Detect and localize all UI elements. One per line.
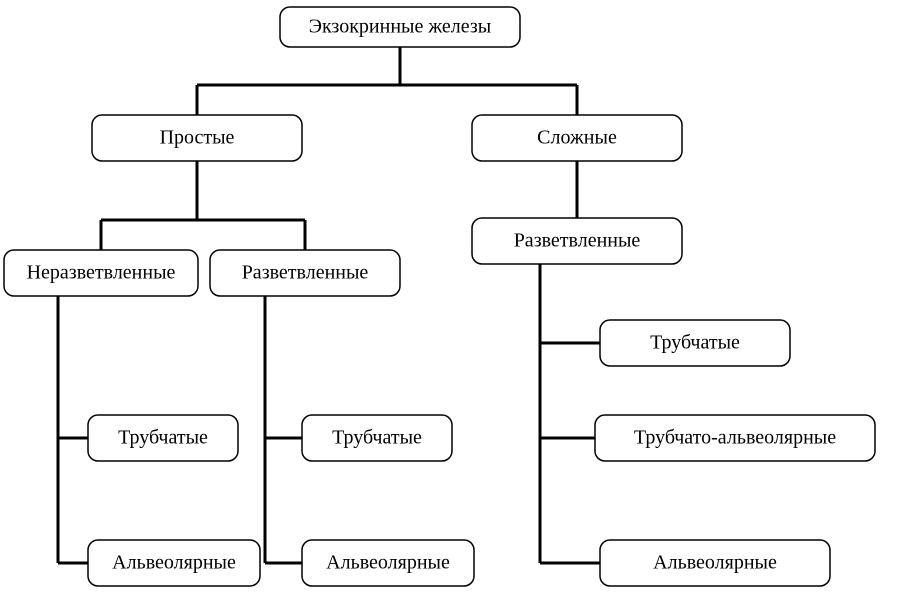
node-label: Разветвленные [242, 262, 369, 284]
node-c_br: Разветвленные [472, 218, 682, 264]
edge [265, 296, 302, 563]
node-c_ta: Трубчато-альвеолярные [595, 415, 875, 461]
edge [197, 47, 577, 115]
node-label: Неразветвленные [27, 262, 176, 284]
node-c_tub: Трубчатые [600, 320, 790, 366]
node-label: Альвеолярные [112, 552, 236, 574]
node-label: Трубчатые [650, 332, 740, 354]
node-label: Экзокринные железы [309, 16, 491, 38]
node-label: Трубчато-альвеолярные [634, 427, 836, 449]
edge [540, 264, 600, 563]
node-label: Сложные [537, 127, 617, 149]
node-s_br_tub: Трубчатые [302, 415, 452, 461]
node-simple: Простые [92, 115, 302, 161]
node-complex: Сложные [472, 115, 682, 161]
node-label: Трубчатые [332, 427, 422, 449]
edge [101, 161, 305, 250]
node-s_unbr_tub: Трубчатые [88, 415, 238, 461]
node-label: Простые [160, 127, 235, 149]
node-s_unbr: Неразветвленные [4, 250, 198, 296]
node-c_alv: Альвеолярные [600, 540, 830, 586]
node-label: Альвеолярные [326, 552, 450, 574]
node-label: Альвеолярные [653, 552, 777, 574]
node-s_br: Разветвленные [210, 250, 400, 296]
node-root: Экзокринные железы [280, 7, 520, 47]
node-label: Разветвленные [514, 230, 641, 252]
node-label: Трубчатые [118, 427, 208, 449]
edge [58, 296, 88, 563]
node-s_unbr_alv: Альвеолярные [88, 540, 260, 586]
tree-diagram: Экзокринные железы Простые Сложные Неразвет… [0, 0, 905, 607]
node-s_br_alv: Альвеолярные [302, 540, 474, 586]
nodes-layer: Экзокринные железы Простые Сложные Неразвет… [4, 7, 875, 586]
